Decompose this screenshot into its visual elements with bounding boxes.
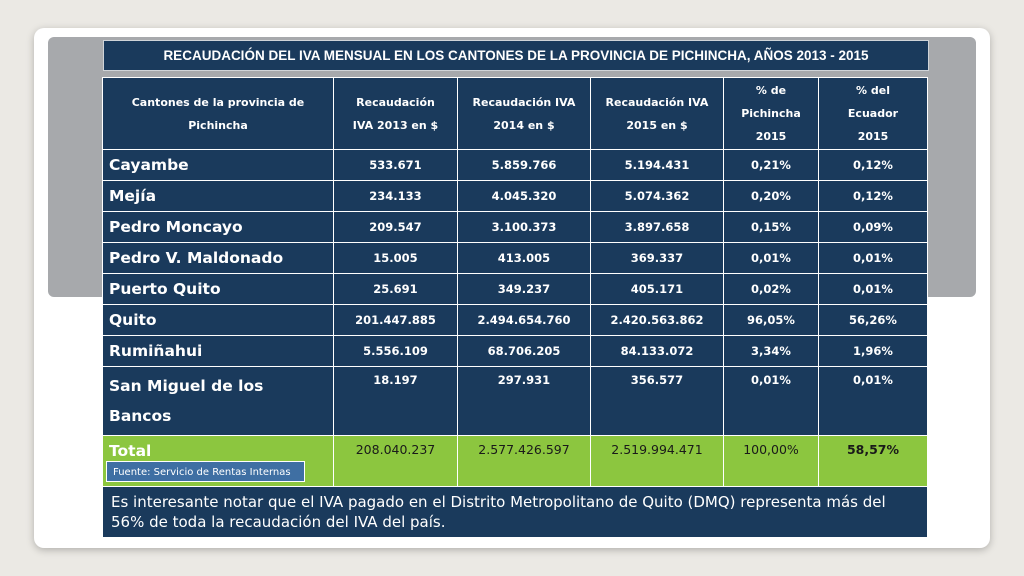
table-row: Mejía 234.133 4.045.320 5.074.362 0,20% …	[102, 180, 928, 212]
pct-pichincha-cell: 0,20%	[723, 180, 819, 212]
header-text: 2015 en $	[626, 118, 688, 132]
header-pct-pichincha: % de Pichincha 2015	[723, 77, 819, 150]
pct-ecuador-cell: 56,26%	[818, 304, 928, 336]
iva-2015-cell: 5.194.431	[590, 149, 724, 181]
total-iva-2015: 2.519.994.471	[590, 435, 724, 487]
iva-2014-cell: 2.494.654.760	[457, 304, 591, 336]
canton-name: Rumiñahui	[102, 335, 334, 367]
pct-pichincha-cell: 0,21%	[723, 149, 819, 181]
header-text: 2015	[755, 130, 787, 143]
iva-table: Cantones de la provincia de Pichincha Re…	[102, 77, 928, 487]
header-text: 2014 en $	[493, 118, 555, 132]
pct-ecuador-cell: 0,12%	[818, 149, 928, 181]
table-row: Quito 201.447.885 2.494.654.760 2.420.56…	[102, 304, 928, 336]
iva-2013-cell: 234.133	[333, 180, 458, 212]
header-iva-2013: Recaudación IVA 2013 en $	[333, 77, 458, 150]
table-row: San Miguel de los Bancos 18.197 297.931 …	[102, 366, 928, 436]
slide-title: RECAUDACIÓN DEL IVA MENSUAL EN LOS CANTO…	[103, 40, 929, 71]
canton-name: Pedro V. Maldonado	[102, 242, 334, 274]
iva-2013-cell: 533.671	[333, 149, 458, 181]
header-cantones: Cantones de la provincia de Pichincha	[102, 77, 334, 150]
table-row: Pedro Moncayo 209.547 3.100.373 3.897.65…	[102, 211, 928, 243]
pct-ecuador-cell: 0,09%	[818, 211, 928, 243]
iva-2015-cell: 356.577	[590, 366, 724, 436]
iva-2013-cell: 201.447.885	[333, 304, 458, 336]
canton-name-line: Bancos	[109, 407, 172, 425]
canton-name: Puerto Quito	[102, 273, 334, 305]
iva-2015-cell: 5.074.362	[590, 180, 724, 212]
canton-name: San Miguel de los Bancos	[102, 366, 334, 436]
iva-2013-cell: 18.197	[333, 366, 458, 436]
header-text: Pichincha	[188, 118, 248, 132]
header-text: 2015	[857, 130, 889, 143]
header-text: Ecuador	[847, 107, 899, 120]
note-box: Es interesante notar que el IVA pagado e…	[103, 487, 927, 537]
table-row: Cayambe 533.671 5.859.766 5.194.431 0,21…	[102, 149, 928, 181]
header-text: Recaudación	[356, 95, 435, 109]
pct-pichincha-cell: 0,15%	[723, 211, 819, 243]
iva-2013-cell: 25.691	[333, 273, 458, 305]
iva-2014-cell: 349.237	[457, 273, 591, 305]
canton-name: Mejía	[102, 180, 334, 212]
pct-pichincha-cell: 3,34%	[723, 335, 819, 367]
canton-name: Pedro Moncayo	[102, 211, 334, 243]
total-iva-2014: 2.577.426.597	[457, 435, 591, 487]
iva-2014-cell: 413.005	[457, 242, 591, 274]
source-caption: Fuente: Servicio de Rentas Internas	[106, 461, 305, 482]
iva-2014-cell: 4.045.320	[457, 180, 591, 212]
header-text: Cantones de la provincia de	[131, 95, 305, 109]
header-text: % del	[856, 84, 890, 97]
iva-2015-cell: 84.133.072	[590, 335, 724, 367]
pct-ecuador-cell: 0,01%	[818, 273, 928, 305]
pct-ecuador-cell: 1,96%	[818, 335, 928, 367]
iva-2014-cell: 68.706.205	[457, 335, 591, 367]
pct-ecuador-cell: 0,01%	[818, 366, 928, 436]
header-iva-2015: Recaudación IVA 2015 en $	[590, 77, 724, 150]
pct-ecuador-cell: 0,01%	[818, 242, 928, 274]
pct-pichincha-cell: 0,01%	[723, 366, 819, 436]
iva-2015-cell: 405.171	[590, 273, 724, 305]
pct-ecuador-cell: 0,12%	[818, 180, 928, 212]
iva-2013-cell: 5.556.109	[333, 335, 458, 367]
table-row: Pedro V. Maldonado 15.005 413.005 369.33…	[102, 242, 928, 274]
table-row: Puerto Quito 25.691 349.237 405.171 0,02…	[102, 273, 928, 305]
total-pct-pichincha: 100,00%	[723, 435, 819, 487]
pct-pichincha-cell: 0,01%	[723, 242, 819, 274]
total-iva-2013: 208.040.237	[333, 435, 458, 487]
table-row: Rumiñahui 5.556.109 68.706.205 84.133.07…	[102, 335, 928, 367]
iva-2014-cell: 297.931	[457, 366, 591, 436]
pct-pichincha-cell: 0,02%	[723, 273, 819, 305]
canton-name-line: San Miguel de los	[109, 377, 264, 395]
iva-2013-cell: 209.547	[333, 211, 458, 243]
iva-2015-cell: 2.420.563.862	[590, 304, 724, 336]
header-text: Pichincha	[741, 107, 801, 120]
header-text: % de	[755, 84, 787, 97]
header-iva-2014: Recaudación IVA 2014 en $	[457, 77, 591, 150]
header-text: Recaudación IVA	[472, 95, 576, 109]
iva-2014-cell: 5.859.766	[457, 149, 591, 181]
pct-pichincha-cell: 96,05%	[723, 304, 819, 336]
canton-name: Cayambe	[102, 149, 334, 181]
iva-2015-cell: 3.897.658	[590, 211, 724, 243]
header-text: IVA 2013 en $	[352, 118, 439, 132]
iva-2013-cell: 15.005	[333, 242, 458, 274]
iva-2015-cell: 369.337	[590, 242, 724, 274]
canton-name: Quito	[102, 304, 334, 336]
header-pct-ecuador: % del Ecuador 2015	[818, 77, 928, 150]
header-text: Recaudación IVA	[605, 95, 709, 109]
total-pct-ecuador: 58,57%	[818, 435, 928, 487]
iva-2014-cell: 3.100.373	[457, 211, 591, 243]
